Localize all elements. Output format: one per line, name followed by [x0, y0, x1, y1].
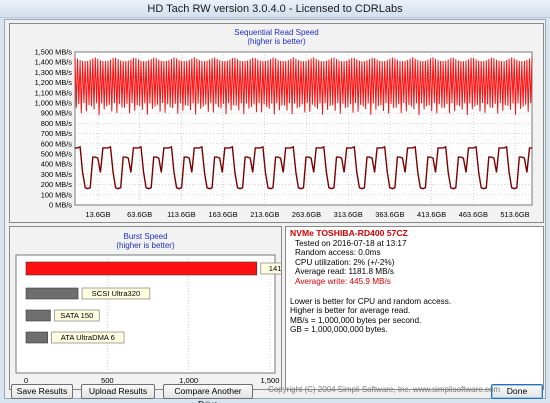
read-y-tick-label: 1,500 MB/s	[35, 48, 73, 57]
burst-bar	[25, 331, 48, 344]
note-line: GB = 1,000,000,000 bytes.	[290, 325, 388, 335]
burst-bar	[25, 309, 51, 322]
read-y-tick-label: 600 MB/s	[41, 139, 73, 148]
read-y-tick-label: 400 MB/s	[41, 160, 73, 169]
burst-chart-subtitle: (higher is better)	[116, 241, 175, 250]
burst-bar-label: 1418.9 MB/s	[269, 264, 281, 273]
burst-x-tick-label: 0	[24, 376, 28, 385]
read-speed-panel: Sequential Read Speed (higher is better)…	[9, 23, 544, 223]
note-line: Higher is better for average read.	[290, 306, 411, 316]
read-x-tick-label: 413.6GB	[417, 210, 446, 219]
read-y-tick-label: 1,400 MB/s	[35, 58, 73, 67]
read-x-tick-label: 13.6GB	[85, 210, 110, 219]
results-info-panel: NVMe TOSHIBA-RD400 57CZ Tested on 2016-0…	[285, 226, 544, 390]
note-line: MB/s = 1,000,000 bytes per second.	[290, 315, 422, 325]
burst-bar-label-box	[81, 287, 151, 300]
average-read-value: Average read: 1181.8 MB/s	[295, 267, 394, 277]
window-title: HD Tach RW version 3.0.4.0 - Licensed to…	[0, 0, 550, 18]
copyright-text: Copyright (C) 2004 Simpli Software, Inc.…	[268, 385, 501, 394]
read-x-tick-label: 363.6GB	[375, 210, 404, 219]
read-x-tick-label: 263.6GB	[292, 210, 321, 219]
write-series-line	[75, 145, 532, 190]
burst-x-tick-label: 1,000	[179, 376, 198, 385]
note-line: Lower is better for CPU and random acces…	[290, 296, 452, 306]
read-x-tick-label: 313.6GB	[334, 210, 363, 219]
read-series-line	[74, 57, 533, 116]
read-x-tick-label: 163.6GB	[209, 210, 238, 219]
done-button[interactable]: Done	[491, 384, 543, 399]
read-y-tick-label: 900 MB/s	[41, 109, 73, 118]
read-x-tick-label: 463.6GB	[459, 210, 488, 219]
burst-bar-label: ATA UltraDMA 6	[61, 333, 115, 342]
read-y-tick-label: 1,200 MB/s	[35, 78, 73, 87]
burst-bar-label: SATA 150	[60, 311, 93, 320]
read-y-tick-label: 700 MB/s	[41, 129, 73, 138]
burst-bar-label-box	[260, 262, 281, 275]
read-speed-chart: 1,500 MB/s1,400 MB/s1,300 MB/s1,200 MB/s…	[35, 48, 533, 219]
burst-bar-label-box	[51, 331, 125, 344]
read-y-tick-label: 300 MB/s	[41, 170, 73, 179]
read-y-tick-label: 1,000 MB/s	[35, 99, 73, 108]
compare-drive-button[interactable]: Compare Another Drive	[163, 384, 253, 403]
read-y-tick-label: 800 MB/s	[41, 119, 73, 128]
read-y-tick-label: 1,100 MB/s	[35, 88, 73, 97]
burst-speed-chart: 1418.9 MB/s SCSI Ultra320 SATA 150 ATA Ultr…	[15, 254, 281, 385]
burst-bar-label-box	[54, 309, 100, 322]
burst-chart-title: Burst Speed	[123, 232, 168, 241]
read-y-tick-label: 0 MB/s	[49, 201, 72, 210]
cpu-utilization-value: CPU utilization: 2% (+/-2%)	[295, 257, 395, 267]
burst-bar	[25, 261, 258, 276]
read-y-tick-label: 200 MB/s	[41, 180, 73, 189]
tested-date: Tested on 2016-07-18 at 13:17	[295, 238, 407, 248]
read-y-tick-label: 100 MB/s	[41, 190, 73, 199]
burst-speed-panel: Burst Speed (higher is better) 1418.9 MB…	[9, 226, 282, 390]
read-x-tick-label: 63.6GB	[127, 210, 152, 219]
average-write-value: Average write: 445.9 MB/s	[295, 276, 391, 286]
burst-x-tick-label: 500	[101, 376, 114, 385]
burst-bar	[25, 287, 79, 300]
read-chart-title: Sequential Read Speed	[234, 28, 319, 37]
random-access-value: Random access: 0.0ms	[295, 248, 381, 258]
read-y-tick-label: 1,300 MB/s	[35, 68, 73, 77]
app-frame: Sequential Read Speed (higher is better)…	[4, 19, 546, 403]
read-x-tick-label: 213.6GB	[250, 210, 279, 219]
burst-x-tick-label: 1,500	[260, 376, 279, 385]
burst-bar-label: SCSI Ultra320	[92, 289, 141, 298]
drive-name: NVMe TOSHIBA-RD400 57CZ	[290, 228, 408, 238]
read-chart-subtitle: (higher is better)	[247, 37, 306, 46]
read-y-tick-label: 500 MB/s	[41, 150, 73, 159]
upload-results-button[interactable]: Upload Results	[81, 384, 155, 399]
read-x-tick-label: 113.6GB	[167, 210, 196, 219]
read-x-tick-label: 513.6GB	[500, 210, 529, 219]
save-results-button[interactable]: Save Results	[11, 384, 73, 399]
